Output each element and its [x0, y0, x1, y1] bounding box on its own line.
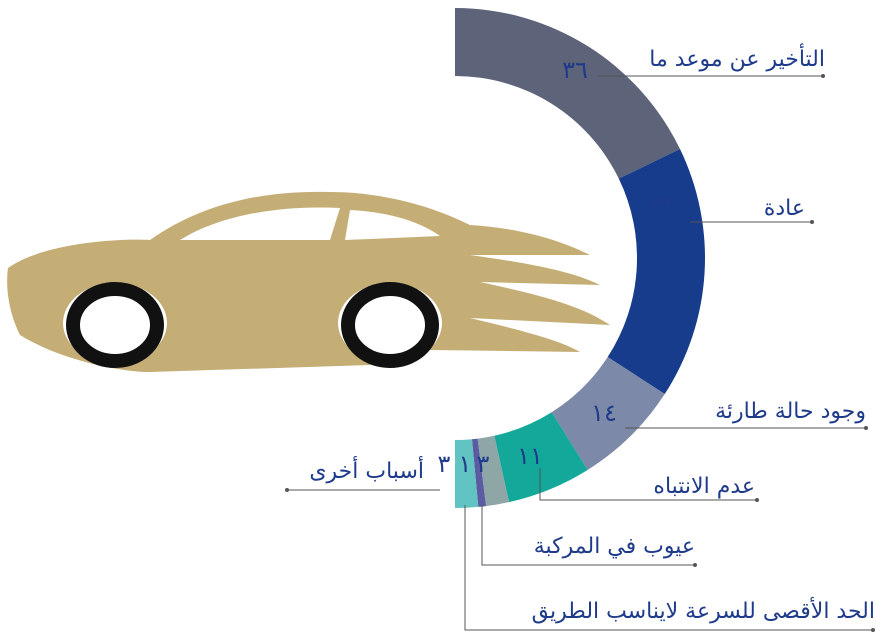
- value-label: ٣: [477, 450, 490, 478]
- segment: [551, 357, 665, 470]
- value-label: ٣٦: [562, 56, 588, 84]
- category-label: عيوب في المركبة: [534, 534, 695, 559]
- car: [7, 191, 610, 372]
- segment: [607, 149, 706, 395]
- segment: [494, 412, 588, 503]
- segment: [477, 435, 510, 507]
- leader-dot: [285, 488, 289, 492]
- leader-dot: [693, 563, 697, 567]
- segment: [471, 438, 487, 507]
- leader-dot: [810, 220, 814, 224]
- category-label: التأخير عن موعد ما: [649, 43, 825, 72]
- segment: [455, 8, 681, 179]
- leader-dot: [821, 74, 825, 78]
- leader-dot: [755, 498, 759, 502]
- value-label: ٣: [438, 450, 451, 478]
- category-label: وجود حالة طارئة: [715, 399, 866, 424]
- category-label: أسباب أخرى: [309, 456, 424, 484]
- leader-dot: [864, 426, 868, 430]
- category-label: عدم الانتباه: [653, 474, 755, 499]
- leader-line: [481, 505, 695, 566]
- leader-dot: [871, 628, 875, 632]
- segment: [455, 439, 479, 508]
- value-label: ٣٣: [650, 191, 676, 219]
- value-label: ١: [459, 450, 472, 478]
- value-label: ١١: [517, 442, 543, 470]
- category-label: الحد الأقصى للسرعة لايناسب الطريق: [532, 597, 875, 624]
- leader-line: [464, 505, 873, 631]
- leader-line: [539, 468, 757, 501]
- value-label: ١٤: [591, 399, 617, 427]
- category-label: عادة: [764, 196, 805, 221]
